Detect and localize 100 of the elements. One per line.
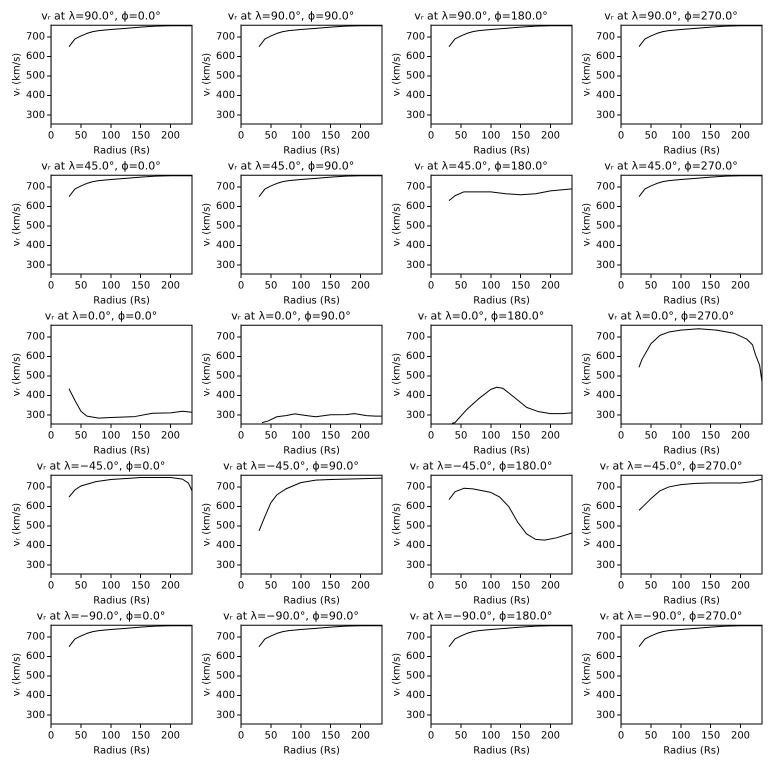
x-tick-label: 50 [264, 430, 278, 442]
y-axis-title: vᵣ (km/s) [12, 502, 23, 546]
x-tick-label: 0 [428, 430, 434, 442]
y-tick-label: 300 [406, 260, 426, 271]
y-tick-label: 600 [596, 651, 616, 662]
y-tick-label: 500 [26, 370, 46, 382]
y-tick-label: 600 [406, 201, 426, 212]
x-tick-label: 0 [238, 580, 244, 592]
x-tick-label: 0 [238, 730, 244, 742]
x-tick-label: 200 [160, 280, 180, 292]
x-tick-label: 0 [428, 130, 434, 142]
y-tick-label: 700 [216, 632, 236, 643]
y-tick-label: 400 [596, 390, 616, 402]
chart-title: vᵣ at λ=90.0°, ϕ=90.0° [228, 9, 354, 22]
y-axis-title: vᵣ (km/s) [582, 202, 593, 246]
y-tick-label: 700 [26, 332, 46, 343]
y-tick-label: 300 [216, 560, 236, 571]
x-tick-label: 200 [160, 580, 180, 592]
x-tick-label: 150 [131, 580, 150, 592]
x-axis-title: Radius (Rs) [473, 596, 530, 607]
x-tick-label: 100 [671, 580, 690, 592]
y-tick-label: 500 [26, 520, 46, 532]
chart-title: vᵣ at λ=−45.0°, ϕ=180.0° [410, 459, 552, 472]
x-tick-label: 100 [481, 430, 500, 442]
x-tick-label: 0 [428, 280, 434, 292]
y-tick-label: 300 [406, 560, 426, 571]
y-axis-title: vᵣ (km/s) [12, 352, 23, 396]
x-tick-label: 100 [291, 430, 310, 442]
x-axis-title: Radius (Rs) [93, 746, 150, 757]
x-tick-label: 50 [454, 280, 468, 292]
x-tick-label: 0 [48, 430, 54, 442]
y-tick-label: 500 [26, 70, 46, 82]
chart-title: vᵣ at λ=−90.0°, ϕ=0.0° [36, 609, 166, 622]
x-tick-label: 0 [48, 130, 54, 142]
x-axis-title: Radius (Rs) [473, 446, 530, 457]
x-tick-label: 0 [48, 580, 54, 592]
y-tick-label: 400 [216, 540, 236, 552]
y-tick-label: 400 [406, 90, 426, 102]
x-tick-label: 50 [264, 580, 278, 592]
x-tick-label: 200 [540, 130, 560, 142]
x-axis-title: Radius (Rs) [283, 596, 340, 607]
y-tick-label: 500 [596, 370, 616, 382]
y-tick-label: 500 [406, 370, 426, 382]
x-tick-label: 150 [511, 130, 530, 142]
x-tick-label: 0 [428, 580, 434, 592]
x-tick-label: 50 [644, 280, 658, 292]
y-tick-label: 500 [406, 220, 426, 232]
x-tick-label: 50 [644, 430, 658, 442]
y-tick-label: 300 [216, 710, 236, 721]
y-axis-title: vᵣ (km/s) [392, 352, 403, 396]
x-tick-label: 0 [238, 130, 244, 142]
y-tick-label: 500 [596, 220, 616, 232]
chart-title: vᵣ at λ=−90.0°, ϕ=270.0° [600, 609, 742, 622]
x-tick-label: 100 [671, 730, 690, 742]
y-axis-title: vᵣ (km/s) [12, 52, 23, 96]
x-tick-label: 200 [730, 280, 750, 292]
x-tick-label: 50 [74, 430, 88, 442]
y-axis-title: vᵣ (km/s) [12, 202, 23, 246]
x-tick-label: 200 [160, 430, 180, 442]
chart-title: vᵣ at λ=45.0°, ϕ=270.0° [604, 159, 738, 172]
x-tick-label: 150 [511, 280, 530, 292]
x-tick-label: 200 [730, 130, 750, 142]
x-tick-label: 0 [238, 280, 244, 292]
y-tick-label: 500 [406, 70, 426, 82]
x-tick-label: 100 [671, 130, 690, 142]
y-tick-label: 600 [216, 351, 236, 362]
y-tick-label: 700 [26, 482, 46, 493]
x-tick-label: 150 [321, 730, 340, 742]
y-tick-label: 600 [216, 201, 236, 212]
x-tick-label: 200 [730, 430, 750, 442]
y-axis-title: vᵣ (km/s) [202, 502, 213, 546]
x-tick-label: 50 [264, 130, 278, 142]
x-axis-title: Radius (Rs) [663, 746, 720, 757]
y-tick-label: 600 [596, 351, 616, 362]
y-axis-title: vᵣ (km/s) [202, 352, 213, 396]
chart-title: vᵣ at λ=0.0°, ϕ=270.0° [608, 309, 734, 322]
chart-title: vᵣ at λ=0.0°, ϕ=0.0° [44, 309, 158, 322]
y-tick-label: 300 [406, 410, 426, 421]
x-tick-label: 100 [101, 580, 120, 592]
y-tick-label: 500 [596, 520, 616, 532]
x-axis-title: Radius (Rs) [93, 296, 150, 307]
y-tick-label: 600 [216, 651, 236, 662]
y-axis-title: vᵣ (km/s) [392, 202, 403, 246]
y-tick-label: 700 [216, 32, 236, 43]
x-axis-title: Radius (Rs) [473, 746, 530, 757]
y-tick-label: 700 [216, 182, 236, 193]
x-tick-label: 0 [238, 430, 244, 442]
y-tick-label: 700 [26, 182, 46, 193]
y-tick-label: 300 [596, 110, 616, 121]
x-tick-label: 150 [701, 580, 720, 592]
y-tick-label: 700 [216, 482, 236, 493]
x-tick-label: 150 [321, 580, 340, 592]
x-tick-label: 150 [511, 730, 530, 742]
x-axis-title: Radius (Rs) [283, 746, 340, 757]
x-tick-label: 100 [101, 430, 120, 442]
y-tick-label: 600 [596, 501, 616, 512]
x-axis-title: Radius (Rs) [663, 596, 720, 607]
y-tick-label: 600 [596, 201, 616, 212]
y-tick-label: 400 [26, 240, 46, 252]
x-tick-label: 100 [291, 580, 310, 592]
